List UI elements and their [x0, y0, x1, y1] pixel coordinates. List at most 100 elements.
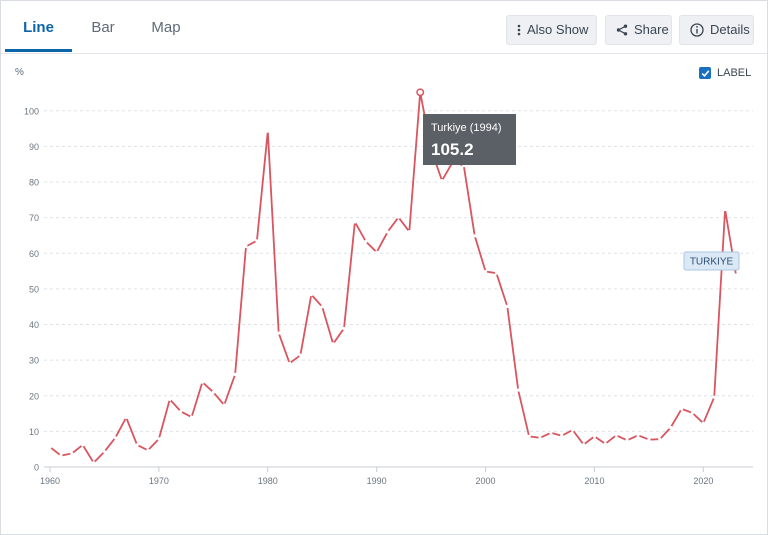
- also-show-label: Also Show: [527, 22, 589, 37]
- data-point: [483, 269, 488, 274]
- y-tick-label: 70: [29, 213, 39, 223]
- y-tick-label: 40: [29, 320, 39, 330]
- vertical-dots-icon: [517, 24, 521, 36]
- data-point: [211, 390, 215, 394]
- data-point: [189, 415, 194, 419]
- data-point: [157, 437, 161, 441]
- y-axis-unit-label: %: [15, 67, 24, 78]
- y-tick-label: 90: [29, 142, 39, 152]
- x-tick-label: 1990: [367, 476, 387, 486]
- share-label: Share: [634, 22, 669, 37]
- data-point: [342, 326, 346, 331]
- data-point: [48, 445, 52, 449]
- x-tick-label: 2010: [584, 476, 604, 486]
- data-point: [222, 403, 226, 407]
- highlighted-data-point: [416, 88, 425, 97]
- data-point: [309, 293, 313, 297]
- label-toggle-text: LABEL: [717, 67, 752, 79]
- data-point: [70, 451, 74, 456]
- data-point: [581, 442, 586, 447]
- x-tick-label: 2020: [693, 476, 713, 486]
- y-tick-label: 80: [29, 178, 39, 188]
- data-point: [287, 361, 292, 365]
- tab-line[interactable]: Line: [23, 19, 54, 36]
- line-chart: % 0 10 20 30 40 50 60 70 80 90 100 1960 1970 1980 1990 2…: [15, 67, 753, 486]
- data-point: [244, 244, 248, 249]
- data-point: [560, 434, 564, 438]
- label-toggle[interactable]: LABEL: [699, 67, 751, 79]
- data-point: [636, 433, 640, 437]
- y-tick-label: 100: [24, 106, 39, 116]
- data-point: [91, 461, 96, 465]
- also-show-button[interactable]: Also Show: [506, 15, 597, 45]
- data-point: [712, 395, 716, 399]
- data-point: [113, 436, 117, 440]
- data-point: [549, 431, 553, 435]
- series-end-label-box: [683, 251, 740, 271]
- data-point: [135, 443, 139, 447]
- data-point: [375, 250, 379, 254]
- data-point: [723, 207, 727, 212]
- data-point: [690, 411, 695, 415]
- data-point: [331, 342, 335, 346]
- y-tick-label: 50: [29, 284, 39, 294]
- share-icon: [616, 24, 628, 36]
- data-point: [364, 239, 368, 244]
- x-tick-label: 1980: [258, 476, 278, 486]
- share-button[interactable]: Share: [605, 15, 672, 45]
- series-line-turkiye: [49, 91, 737, 464]
- data-point: [277, 331, 281, 335]
- data-point: [505, 304, 509, 308]
- data-point: [440, 179, 444, 183]
- data-point: [102, 450, 107, 454]
- data-point: [701, 421, 705, 425]
- data-point: [647, 437, 651, 442]
- data-point: [233, 372, 237, 376]
- data-point: [516, 388, 520, 392]
- tab-map[interactable]: Map: [151, 19, 181, 36]
- data-point: [571, 428, 575, 432]
- data-point: [592, 434, 597, 438]
- y-tick-label: 20: [29, 391, 39, 401]
- data-point: [473, 234, 477, 238]
- data-point: [200, 380, 205, 384]
- data-point: [625, 438, 629, 442]
- top-toolbar: Line Bar Map Also Show Share Details: [1, 1, 767, 54]
- data-point: [396, 215, 401, 219]
- data-point: [298, 353, 303, 357]
- data-point: [81, 443, 85, 447]
- data-point: [353, 220, 357, 224]
- data-point: [146, 448, 150, 452]
- y-tick-label: 10: [29, 427, 39, 437]
- x-tick-label: 1960: [40, 476, 60, 486]
- series-end-label: TURKIYE: [690, 257, 734, 268]
- data-point: [124, 415, 128, 420]
- label-checkbox[interactable]: [699, 67, 711, 79]
- x-tick-label: 2000: [476, 476, 496, 486]
- data-point: [527, 434, 531, 438]
- data-point: [179, 409, 183, 414]
- tab-bar[interactable]: Bar: [91, 19, 115, 36]
- data-point: [494, 271, 499, 275]
- data-point: [59, 454, 63, 458]
- details-button[interactable]: Details: [679, 15, 754, 45]
- y-tick-label: 60: [29, 249, 39, 259]
- data-point: [538, 436, 542, 440]
- data-point: [266, 129, 270, 133]
- data-point: [320, 305, 324, 309]
- data-point: [679, 407, 684, 411]
- data-point: [603, 442, 607, 446]
- x-tick-label: 1970: [149, 476, 169, 486]
- data-point: [614, 433, 618, 437]
- y-tick-label: 0: [34, 463, 39, 473]
- data-point: [658, 437, 662, 441]
- tooltip-title: Turkiye (1994): [431, 122, 502, 134]
- y-tick-label: 30: [29, 356, 39, 366]
- info-icon: [690, 23, 704, 37]
- data-point: [255, 239, 259, 243]
- data-point: [669, 425, 673, 430]
- data-point: [385, 230, 390, 234]
- data-point: [168, 397, 172, 401]
- data-point: [407, 229, 411, 234]
